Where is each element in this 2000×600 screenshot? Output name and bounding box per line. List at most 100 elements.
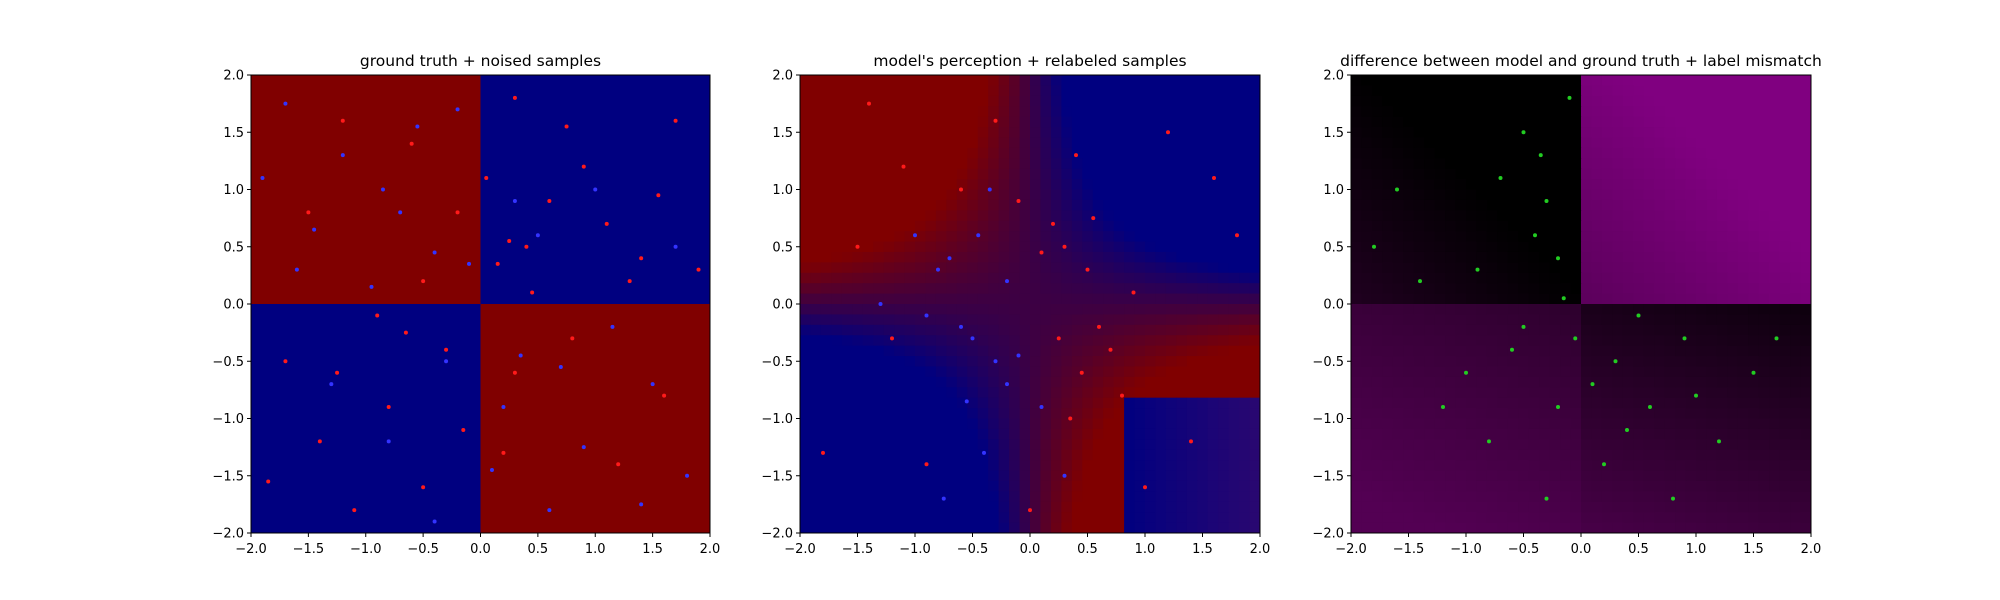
heat-cell bbox=[1560, 428, 1572, 440]
heat-cell bbox=[1716, 397, 1728, 409]
heat-cell bbox=[1560, 262, 1572, 274]
heat-cell bbox=[1560, 293, 1572, 305]
heat-cell bbox=[1716, 491, 1728, 503]
heat-cell bbox=[915, 75, 927, 87]
heat-cell bbox=[1061, 75, 1073, 87]
heat-cell bbox=[1113, 491, 1125, 503]
heat-cell bbox=[1633, 293, 1645, 305]
heat-cell bbox=[1758, 491, 1770, 503]
heat-cell bbox=[862, 376, 874, 388]
heat-cell bbox=[1176, 324, 1188, 336]
heat-cell bbox=[1371, 376, 1383, 388]
heat-cell bbox=[1092, 168, 1104, 180]
heat-cell bbox=[1539, 366, 1551, 378]
heat-cell bbox=[1040, 85, 1052, 97]
heat-cell bbox=[1186, 512, 1198, 524]
heat-cell bbox=[1737, 106, 1749, 118]
heat-cell bbox=[1486, 512, 1498, 524]
heat-cell bbox=[1507, 283, 1519, 295]
heat-cell bbox=[1351, 345, 1363, 357]
heat-cell bbox=[1601, 439, 1613, 451]
heat-cell bbox=[800, 512, 812, 524]
data-point bbox=[501, 405, 506, 410]
heat-cell bbox=[1382, 210, 1394, 222]
heat-cell bbox=[1716, 272, 1728, 284]
heat-cell bbox=[1591, 470, 1603, 482]
data-point bbox=[1039, 405, 1044, 410]
heat-cell bbox=[1218, 387, 1230, 399]
heat-cell bbox=[1061, 460, 1073, 472]
heat-cell bbox=[1382, 179, 1394, 191]
heat-cell bbox=[1528, 293, 1540, 305]
heat-cell bbox=[1528, 397, 1540, 409]
heat-cell bbox=[1790, 470, 1802, 482]
heat-cell bbox=[1082, 397, 1094, 409]
heat-cell bbox=[1239, 304, 1251, 316]
heat-cell bbox=[1612, 106, 1624, 118]
heat-cell bbox=[1124, 75, 1136, 87]
heat-cell bbox=[1528, 179, 1540, 191]
data-point bbox=[535, 233, 540, 238]
heat-cell bbox=[1382, 324, 1394, 336]
heat-cell bbox=[1507, 241, 1519, 253]
heat-cell bbox=[1239, 314, 1251, 326]
heat-cell bbox=[1124, 272, 1136, 284]
heat-cell bbox=[1124, 304, 1136, 316]
heat-cell bbox=[1239, 376, 1251, 388]
heat-cell bbox=[1455, 210, 1467, 222]
data-point bbox=[1016, 198, 1021, 203]
heat-cell bbox=[946, 283, 958, 295]
heat-cell bbox=[841, 75, 853, 87]
heat-cell bbox=[852, 460, 864, 472]
heat-cell bbox=[1706, 460, 1718, 472]
heat-cell bbox=[1382, 480, 1394, 492]
heat-cell bbox=[862, 75, 874, 87]
heat-cell bbox=[1601, 376, 1613, 388]
heat-cell bbox=[1249, 439, 1260, 451]
heat-cell bbox=[1371, 199, 1383, 211]
heat-cell bbox=[1351, 293, 1363, 305]
heat-cell bbox=[1134, 283, 1146, 295]
heat-cell bbox=[1696, 241, 1708, 253]
heat-cell bbox=[1249, 480, 1260, 492]
heat-cell bbox=[1706, 272, 1718, 284]
heat-cell bbox=[1664, 137, 1676, 149]
heat-cell bbox=[852, 231, 864, 243]
heat-cell bbox=[1249, 491, 1260, 503]
heat-cell bbox=[1800, 116, 1811, 128]
heat-cell bbox=[841, 439, 853, 451]
heat-cell bbox=[1134, 158, 1146, 170]
heat-cell bbox=[831, 480, 843, 492]
heat-cell bbox=[956, 304, 968, 316]
heat-cell bbox=[841, 262, 853, 274]
heat-cell bbox=[1581, 366, 1593, 378]
heat-cell bbox=[1737, 251, 1749, 263]
heat-cell bbox=[831, 397, 843, 409]
heat-cell bbox=[1092, 491, 1104, 503]
heat-cell bbox=[1549, 387, 1561, 399]
heat-cell bbox=[1779, 199, 1791, 211]
heat-cell bbox=[915, 397, 927, 409]
heat-cell bbox=[873, 449, 885, 461]
heat-cell bbox=[1727, 231, 1739, 243]
heat-cell bbox=[1560, 137, 1572, 149]
heat-cell bbox=[1061, 501, 1073, 513]
heat-cell bbox=[1455, 418, 1467, 430]
heat-cell bbox=[1466, 460, 1478, 472]
heat-cell bbox=[1392, 501, 1404, 513]
heat-cell bbox=[1675, 168, 1687, 180]
heat-cell bbox=[1207, 179, 1219, 191]
heat-cell bbox=[1748, 324, 1760, 336]
heat-cell bbox=[1371, 324, 1383, 336]
heat-cell bbox=[1103, 272, 1115, 284]
heat-cell bbox=[956, 158, 968, 170]
heat-cell bbox=[977, 283, 989, 295]
heat-cell bbox=[831, 408, 843, 420]
heat-cell bbox=[1591, 241, 1603, 253]
heat-cell bbox=[1082, 428, 1094, 440]
data-point bbox=[673, 244, 678, 249]
heat-cell bbox=[988, 293, 1000, 305]
heat-cell bbox=[904, 460, 916, 472]
data-point bbox=[1521, 324, 1526, 329]
heat-cell bbox=[1727, 116, 1739, 128]
